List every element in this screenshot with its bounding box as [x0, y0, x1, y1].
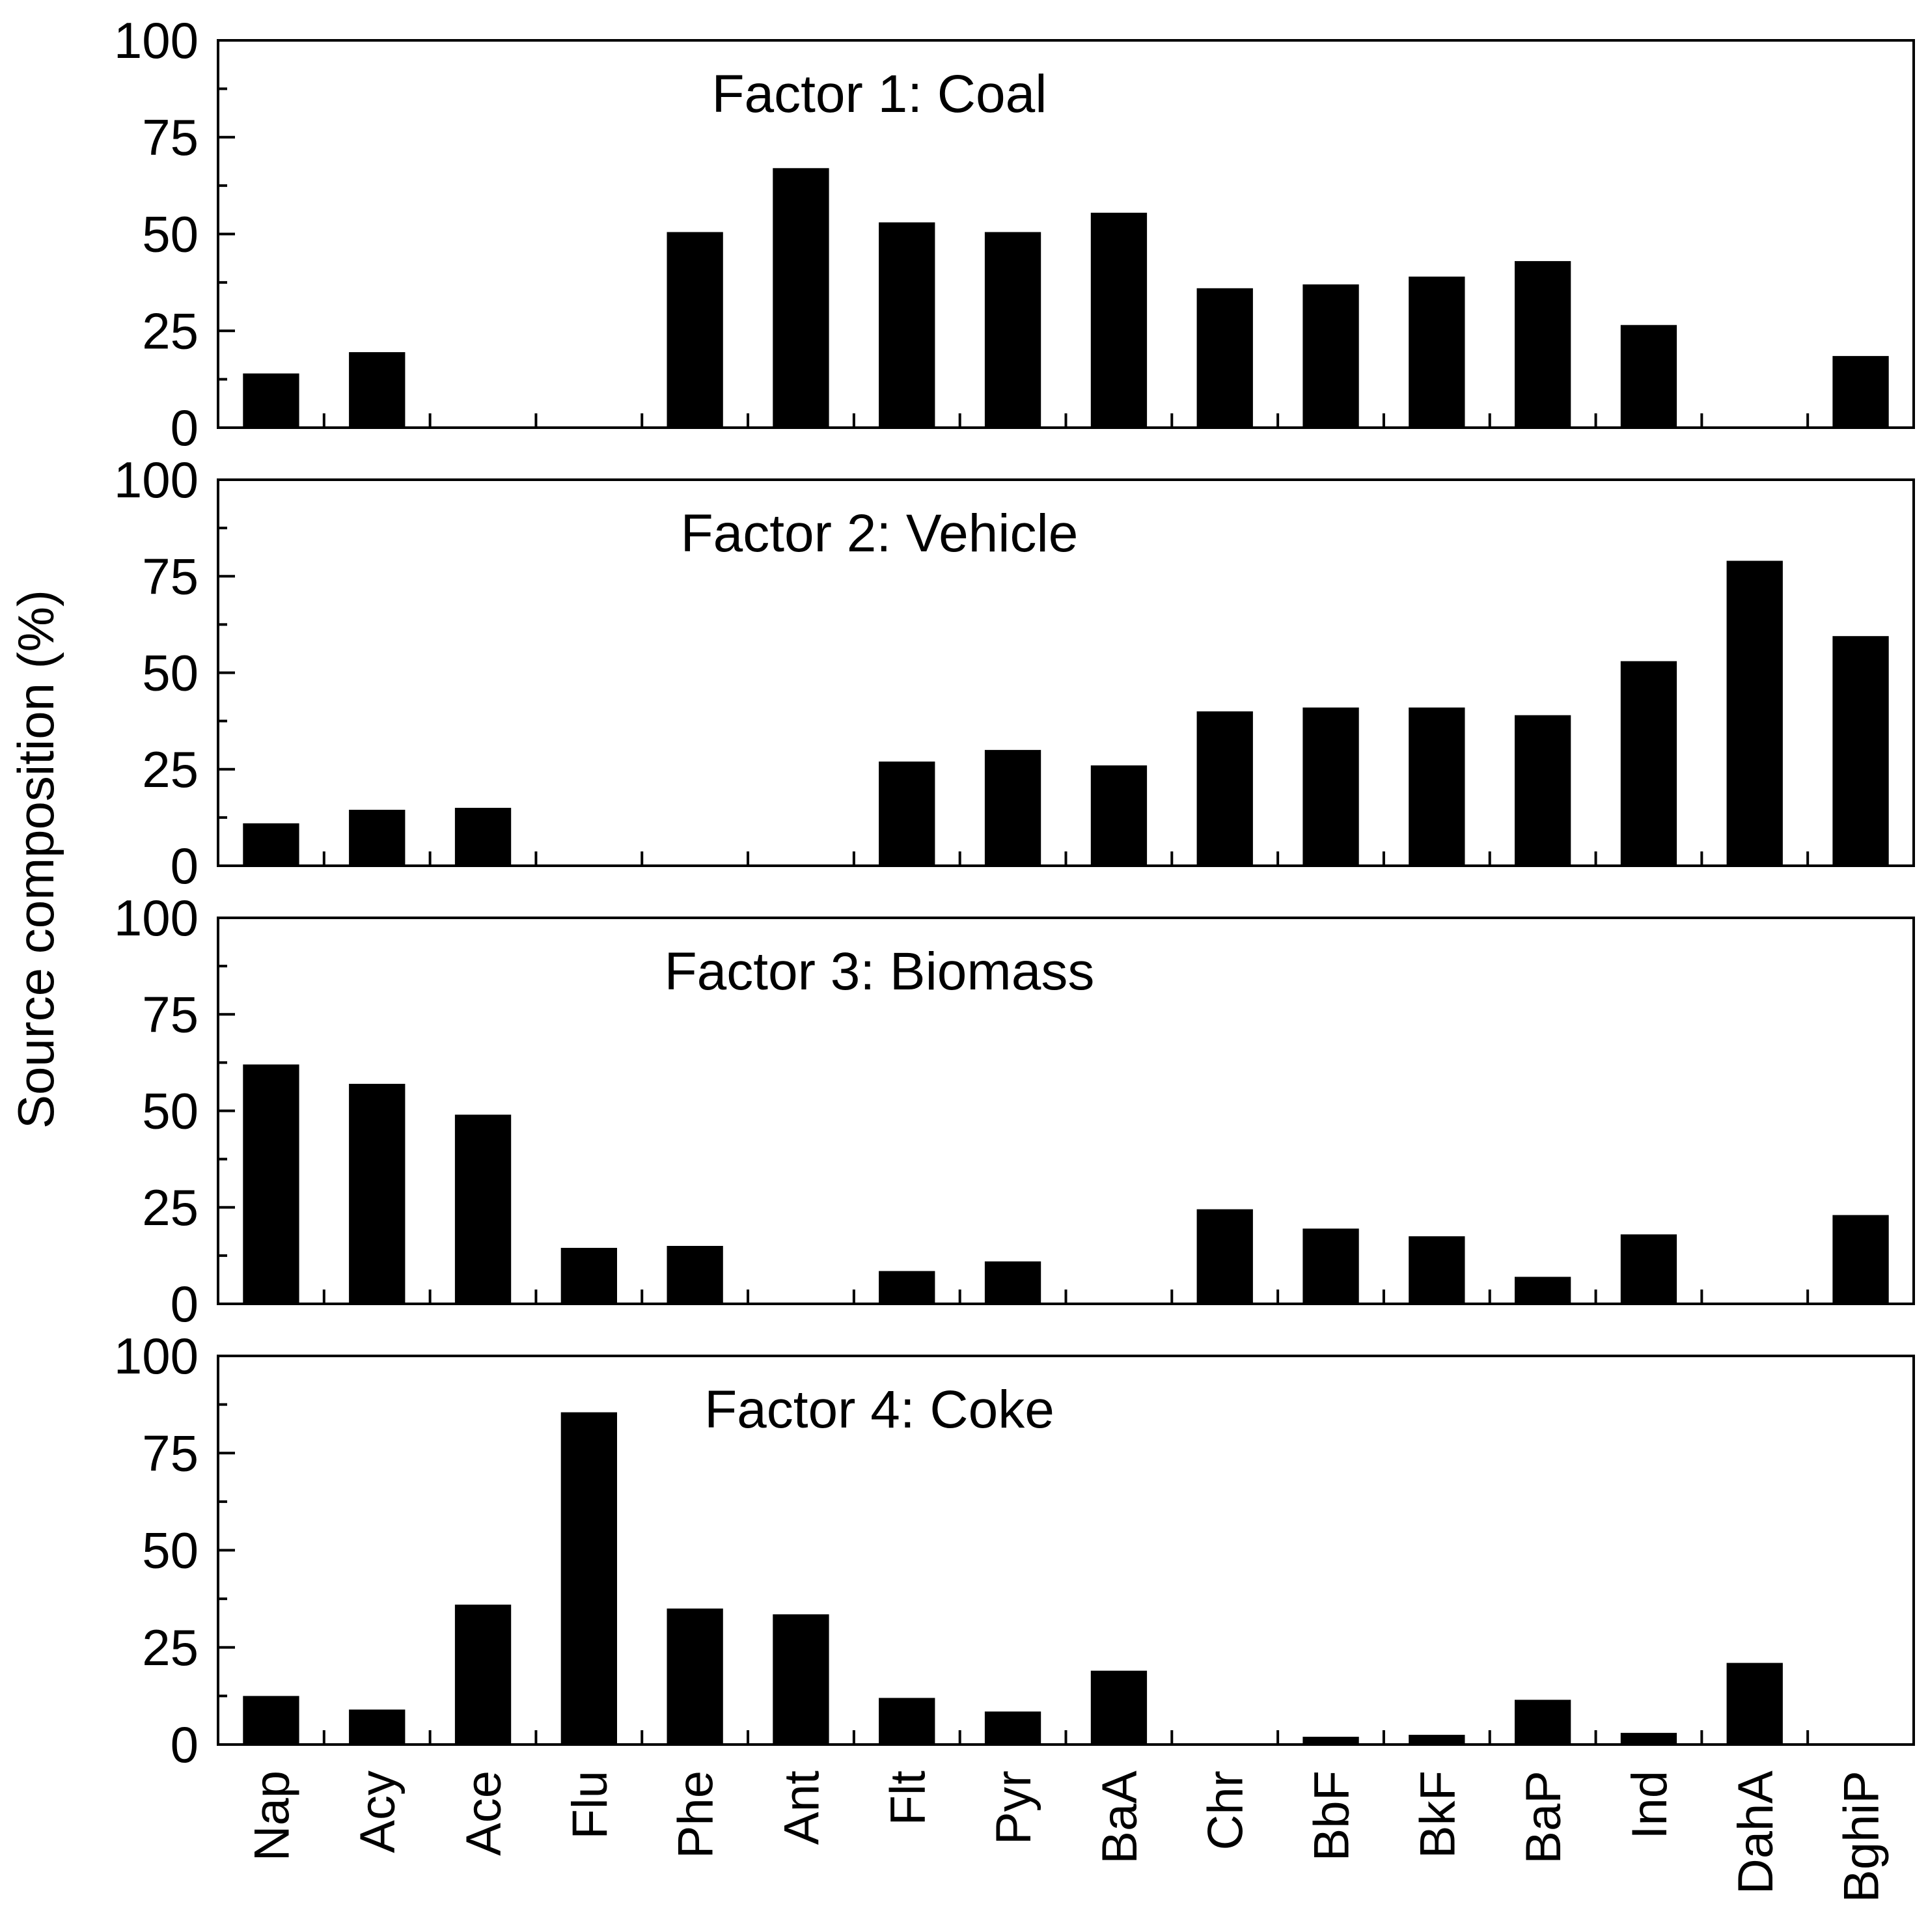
- panel-title-factor-4: Factor 4: Coke: [704, 1380, 1054, 1439]
- y-tick-label: 100: [114, 889, 199, 946]
- bar-phe-factor-4: [667, 1608, 723, 1745]
- bar-bkf-factor-2: [1409, 707, 1465, 866]
- bar-bap-factor-3: [1515, 1276, 1571, 1304]
- bar-phe-factor-3: [667, 1246, 723, 1304]
- x-category-label-flt: Flt: [880, 1771, 935, 1825]
- y-tick-label: 50: [142, 644, 199, 702]
- x-category-label-bghip: BghiP: [1834, 1771, 1890, 1903]
- x-category-label-ace: Ace: [456, 1771, 512, 1856]
- bar-ind-factor-3: [1620, 1234, 1677, 1304]
- bar-acy-factor-3: [349, 1084, 406, 1304]
- bar-nap-factor-3: [243, 1064, 299, 1304]
- bar-flt-factor-4: [879, 1698, 935, 1745]
- y-tick-label: 100: [114, 451, 199, 508]
- bar-pyr-factor-3: [984, 1261, 1041, 1304]
- y-tick-label: 100: [114, 12, 199, 69]
- bar-bkf-factor-4: [1409, 1735, 1465, 1745]
- bar-flt-factor-2: [879, 761, 935, 866]
- bar-nap-factor-2: [243, 823, 299, 866]
- bar-nap-factor-1: [243, 373, 299, 428]
- bar-bghip-factor-2: [1832, 636, 1889, 866]
- y-tick-label: 0: [171, 837, 199, 894]
- bar-flu-factor-4: [560, 1412, 617, 1745]
- bar-ace-factor-2: [454, 808, 512, 866]
- x-category-label-nap: Nap: [244, 1771, 299, 1861]
- y-tick-label: 25: [142, 1619, 199, 1676]
- bar-nap-factor-4: [243, 1696, 299, 1745]
- y-tick-label: 100: [114, 1327, 199, 1385]
- bar-ace-factor-3: [454, 1114, 512, 1304]
- bar-chr-factor-3: [1196, 1209, 1253, 1304]
- x-category-label-bap: BaP: [1516, 1771, 1571, 1864]
- x-category-label-phe: Phe: [668, 1771, 724, 1858]
- y-tick-label: 25: [142, 741, 199, 798]
- bar-pyr-factor-4: [984, 1711, 1041, 1745]
- bar-bap-factor-4: [1515, 1700, 1571, 1745]
- bar-acy-factor-1: [349, 352, 406, 428]
- panel-title-factor-2: Factor 2: Vehicle: [681, 504, 1079, 563]
- bar-pyr-factor-1: [984, 232, 1041, 428]
- bar-bbf-factor-3: [1302, 1228, 1359, 1304]
- bar-flt-factor-3: [879, 1271, 935, 1304]
- y-tick-label: 50: [142, 1522, 199, 1579]
- bar-ant-factor-1: [773, 168, 829, 428]
- x-category-label-ant: Ant: [775, 1771, 830, 1845]
- bar-baa-factor-4: [1090, 1670, 1148, 1745]
- x-category-label-ind: Ind: [1622, 1771, 1677, 1840]
- y-tick-label: 0: [171, 1716, 199, 1773]
- bar-bghip-factor-3: [1832, 1215, 1889, 1304]
- bar-chr-factor-2: [1196, 711, 1253, 866]
- y-axis-title: Source composition (%): [7, 590, 64, 1129]
- bar-pyr-factor-2: [984, 750, 1041, 866]
- bar-ace-factor-4: [454, 1605, 512, 1745]
- bar-bghip-factor-1: [1832, 355, 1889, 428]
- y-tick-label: 75: [142, 109, 199, 166]
- bar-baa-factor-1: [1090, 212, 1148, 428]
- y-tick-label: 25: [142, 302, 199, 359]
- bar-bap-factor-2: [1515, 715, 1571, 866]
- y-tick-label: 0: [171, 1275, 199, 1332]
- bar-acy-factor-2: [349, 810, 406, 866]
- x-category-label-bbf: BbF: [1304, 1771, 1360, 1861]
- x-category-label-baa: BaA: [1092, 1771, 1148, 1864]
- y-tick-label: 75: [142, 547, 199, 605]
- x-category-label-flu: Flu: [562, 1771, 618, 1840]
- bar-ind-factor-4: [1620, 1733, 1677, 1745]
- bar-flt-factor-1: [879, 222, 935, 428]
- x-category-label-bkf: BkF: [1410, 1771, 1465, 1858]
- y-tick-label: 50: [142, 206, 199, 263]
- bar-chr-factor-1: [1196, 288, 1253, 428]
- bar-flu-factor-3: [560, 1248, 617, 1304]
- bar-acy-factor-4: [349, 1709, 406, 1745]
- bar-ind-factor-1: [1620, 325, 1677, 428]
- y-tick-label: 50: [142, 1083, 199, 1140]
- bar-phe-factor-1: [667, 232, 723, 428]
- x-category-label-daha: DahA: [1728, 1771, 1783, 1894]
- y-tick-label: 0: [171, 399, 199, 456]
- x-category-label-acy: Acy: [350, 1771, 406, 1853]
- bar-bbf-factor-4: [1302, 1737, 1359, 1745]
- panel-title-factor-1: Factor 1: Coal: [711, 64, 1047, 124]
- bar-baa-factor-2: [1090, 765, 1148, 866]
- bar-daha-factor-4: [1726, 1663, 1783, 1745]
- bar-bkf-factor-1: [1409, 276, 1465, 428]
- bar-bbf-factor-1: [1302, 284, 1359, 428]
- x-category-label-pyr: Pyr: [986, 1771, 1041, 1845]
- bar-daha-factor-2: [1726, 560, 1783, 866]
- panel-title-factor-3: Factor 3: Biomass: [665, 942, 1095, 1001]
- bar-bkf-factor-3: [1409, 1236, 1465, 1304]
- bar-ant-factor-4: [773, 1614, 829, 1745]
- bar-ind-factor-2: [1620, 661, 1677, 866]
- y-tick-label: 75: [142, 1424, 199, 1482]
- y-tick-label: 75: [142, 986, 199, 1043]
- bar-bbf-factor-2: [1302, 707, 1359, 866]
- x-category-label-chr: Chr: [1198, 1771, 1254, 1850]
- bar-bap-factor-1: [1515, 261, 1571, 428]
- y-tick-label: 25: [142, 1179, 199, 1236]
